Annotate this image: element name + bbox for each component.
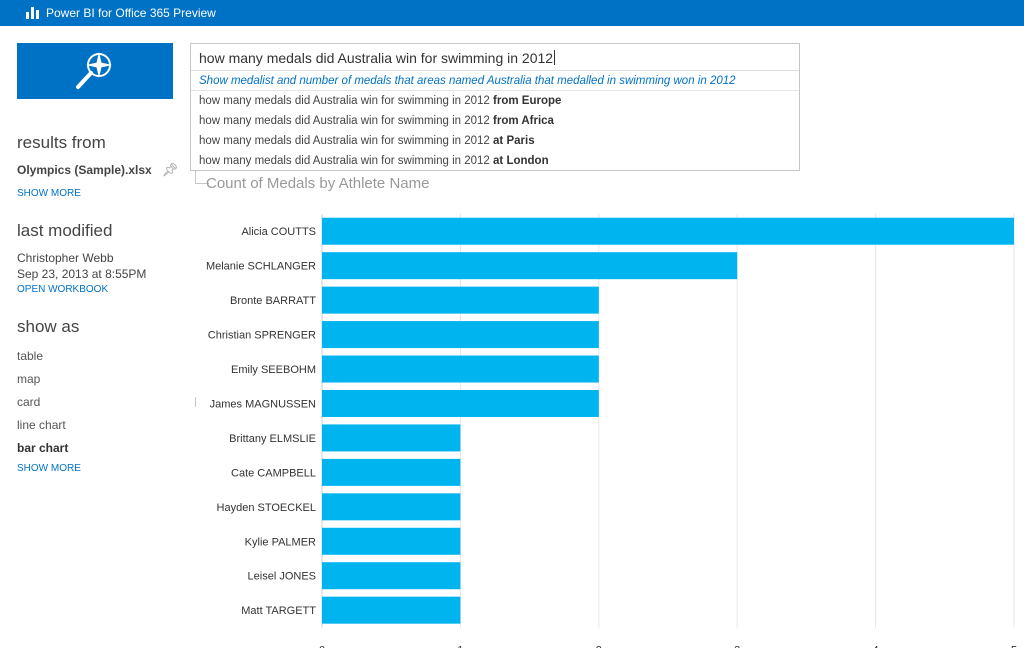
category-label: James MAGNUSSEN (210, 398, 316, 410)
open-workbook-link[interactable]: OPEN WORKBOOK (17, 284, 109, 295)
x-tick-label: 4 (873, 644, 879, 648)
suggestion-bold-text: at Paris (493, 135, 535, 147)
text-caret (554, 50, 556, 65)
x-tick-label: 0 (319, 644, 325, 648)
x-tick-label: 3 (734, 644, 740, 648)
results-from-heading: results from (17, 133, 106, 152)
suggestion-item[interactable]: how many medals did Australia win for sw… (191, 131, 799, 151)
show-as-show-more-link[interactable]: SHOW MORE (17, 463, 81, 474)
category-label: Cate CAMPBELL (231, 467, 316, 479)
suggestion-item[interactable]: how many medals did Australia win for sw… (191, 151, 799, 171)
question-search-box: how many medals did Australia win for sw… (190, 43, 800, 171)
modified-author: Christopher Webb (17, 251, 114, 265)
question-input-text: how many medals did Australia win for sw… (199, 50, 554, 66)
category-label: Emily SEEBOHM (231, 364, 316, 376)
category-label: Hayden STOECKEL (217, 502, 316, 514)
bar[interactable] (322, 252, 738, 280)
show-as-line-chart[interactable]: line chart (17, 418, 66, 432)
query-restatement[interactable]: Show medalist and number of medals that … (191, 71, 799, 91)
suggestion-item[interactable]: how many medals did Australia win for sw… (191, 91, 799, 111)
suggestion-bold-text: from Africa (493, 115, 554, 127)
category-label: Alicia COUTTS (241, 226, 316, 238)
show-as-table[interactable]: table (17, 349, 44, 363)
show-as-map[interactable]: map (17, 372, 41, 386)
x-tick-label: 5 (1011, 644, 1017, 648)
x-tick-label: 1 (457, 644, 463, 648)
compass-search-icon (76, 52, 112, 89)
last-modified-section: last modified Christopher Webb Sep 23, 2… (17, 221, 187, 295)
bar[interactable] (322, 562, 461, 590)
show-as-heading: show as (17, 317, 80, 336)
category-label: Kylie PALMER (245, 536, 316, 548)
x-tick-label: 2 (596, 644, 602, 648)
bar[interactable] (322, 493, 461, 521)
bar[interactable] (322, 217, 1014, 245)
divider-mark (195, 397, 196, 407)
suggestion-base-text: how many medals did Australia win for sw… (199, 155, 494, 167)
category-label: Christian SPRENGER (208, 330, 316, 342)
suggestion-base-text: how many medals did Australia win for sw… (199, 135, 494, 147)
power-bi-logo-icon (26, 7, 39, 19)
suggestion-item[interactable]: how many medals did Australia win for sw… (191, 111, 799, 131)
source-workbook: Olympics (Sample).xlsx 📌︎ (17, 162, 187, 178)
bar[interactable] (322, 458, 461, 486)
category-label: Matt TARGETT (241, 605, 316, 617)
bar[interactable] (322, 527, 461, 555)
chart-title: Count of Medals by Athlete Name (206, 175, 430, 192)
category-label: Melanie SCHLANGER (206, 261, 316, 273)
app-title: Power BI for Office 365 Preview (46, 6, 216, 20)
show-as-card[interactable]: card (17, 395, 41, 409)
source-workbook-name: Olympics (Sample).xlsx (17, 163, 152, 177)
app-header-bar: Power BI for Office 365 Preview (0, 0, 1024, 26)
qna-tile[interactable] (17, 43, 173, 99)
modified-date: Sep 23, 2013 at 8:55PM (17, 267, 147, 281)
suggestion-base-text: how many medals did Australia win for sw… (199, 95, 494, 107)
show-as-section: show as table map card line chart bar ch… (17, 317, 187, 474)
bar-chart: Alicia COUTTS Melanie SCHLANGER Bronte BAR… (206, 214, 1017, 648)
suggestion-bold-text: from Europe (493, 95, 562, 107)
category-label: Bronte BARRATT (230, 295, 316, 307)
question-input[interactable]: how many medals did Australia win for sw… (191, 44, 799, 71)
bar[interactable] (322, 286, 599, 314)
results-from-section: results from Olympics (Sample).xlsx 📌︎ S… (17, 133, 187, 199)
callout-tail (195, 170, 209, 184)
pin-icon[interactable]: 📌︎ (161, 162, 179, 177)
category-label: Brittany ELMSLIE (229, 433, 316, 445)
bar[interactable] (322, 321, 599, 349)
suggestion-bold-text: at London (493, 155, 549, 167)
suggestion-base-text: how many medals did Australia win for sw… (199, 115, 494, 127)
category-label: Leisel JONES (248, 571, 316, 583)
results-show-more-link[interactable]: SHOW MORE (17, 188, 81, 199)
last-modified-heading: last modified (17, 221, 113, 240)
show-as-bar-chart[interactable]: bar chart (17, 441, 69, 455)
bar[interactable] (322, 424, 461, 452)
bar[interactable] (322, 596, 461, 624)
bar[interactable] (322, 389, 599, 417)
filter-sidebar: results from Olympics (Sample).xlsx 📌︎ S… (17, 133, 187, 496)
bar[interactable] (322, 355, 599, 383)
